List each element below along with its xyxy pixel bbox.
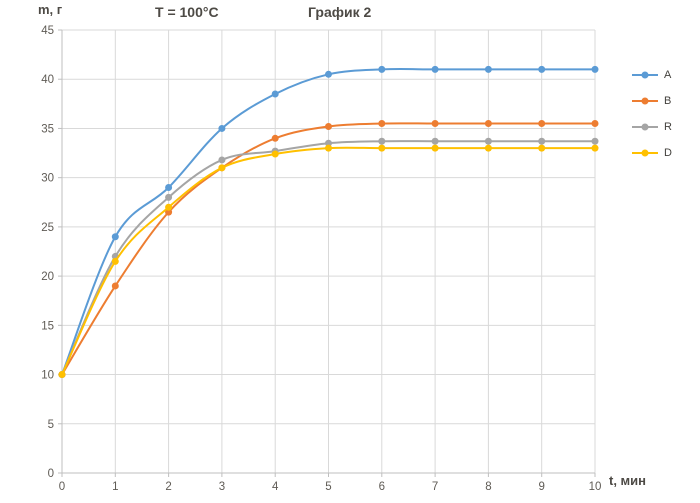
y-tick-label: 20	[41, 271, 54, 283]
data-point-B	[431, 120, 439, 128]
data-point-A	[538, 65, 546, 73]
data-point-B	[484, 120, 492, 128]
x-tick-label: 9	[538, 481, 544, 493]
y-tick-label: 15	[41, 320, 54, 332]
data-point-A	[325, 70, 332, 78]
x-tick-label: 6	[379, 481, 385, 493]
x-axis-title: t, мин	[609, 473, 647, 488]
legend-item-A: A	[632, 62, 672, 88]
legend-label: A	[664, 69, 672, 81]
data-point-R	[538, 137, 546, 145]
data-point-D	[484, 144, 492, 152]
data-point-B	[591, 120, 599, 128]
data-point-D	[165, 203, 173, 211]
y-tick-label: 25	[41, 222, 54, 234]
data-point-B	[271, 134, 279, 142]
data-point-D	[58, 371, 66, 379]
series-line-B	[61, 122, 596, 376]
y-axis-title: m, г	[38, 2, 63, 17]
data-point-A	[431, 65, 439, 73]
data-point-A	[218, 124, 226, 132]
data-point-R	[325, 139, 332, 147]
legend-item-D: D	[632, 140, 672, 166]
y-tick-label: 5	[48, 419, 54, 431]
series-line-A	[61, 68, 596, 376]
data-point-R	[218, 156, 226, 164]
data-point-R	[484, 137, 492, 145]
data-point-B	[165, 208, 173, 216]
legend: A B R D	[632, 62, 672, 166]
data-point-D	[111, 257, 119, 265]
legend-label: B	[664, 95, 672, 107]
x-tick-label: 8	[485, 481, 491, 493]
data-point-A	[165, 184, 173, 192]
data-point-A	[591, 65, 599, 73]
temperature-annotation: T = 100°C	[155, 4, 219, 20]
data-point-D	[591, 144, 599, 152]
legend-marker-icon	[632, 71, 658, 79]
data-point-R	[165, 193, 173, 201]
legend-label: R	[664, 121, 672, 133]
data-point-D	[431, 144, 439, 152]
y-tick-label: 10	[41, 370, 54, 382]
series-line-R	[61, 140, 596, 376]
y-tick-label: 30	[41, 173, 54, 185]
x-tick-label: 3	[219, 481, 225, 493]
data-point-A	[484, 65, 492, 73]
y-tick-label: 40	[41, 74, 54, 86]
y-tick-label: 35	[41, 123, 54, 135]
legend-marker-icon	[632, 97, 658, 105]
series-line-D	[61, 146, 596, 376]
data-point-R	[378, 137, 386, 145]
data-point-D	[378, 144, 386, 152]
x-tick-label: 10	[589, 481, 602, 493]
legend-item-R: R	[632, 114, 672, 140]
data-point-D	[271, 150, 279, 158]
y-tick-label: 45	[41, 25, 54, 37]
data-point-R	[591, 137, 599, 145]
data-point-D	[538, 144, 546, 152]
data-point-A	[111, 233, 119, 241]
chart-title: График 2	[308, 4, 372, 20]
data-point-R	[431, 137, 439, 145]
data-point-B	[378, 120, 386, 128]
x-tick-label: 1	[112, 481, 118, 493]
data-point-D	[218, 164, 226, 172]
data-point-A	[271, 90, 279, 98]
x-tick-label: 0	[59, 481, 65, 493]
legend-label: D	[664, 147, 672, 159]
legend-item-B: B	[632, 88, 672, 114]
x-tick-label: 7	[432, 481, 438, 493]
data-point-A	[378, 65, 386, 73]
x-tick-label: 5	[325, 481, 331, 493]
x-tick-label: 4	[272, 481, 279, 493]
data-point-B	[111, 282, 119, 290]
data-point-B	[325, 122, 332, 130]
data-point-D	[325, 144, 332, 152]
data-point-B	[538, 120, 546, 128]
legend-marker-icon	[632, 123, 658, 131]
x-tick-label: 2	[165, 481, 171, 493]
y-tick-label: 0	[48, 468, 54, 480]
legend-marker-icon	[632, 149, 658, 157]
